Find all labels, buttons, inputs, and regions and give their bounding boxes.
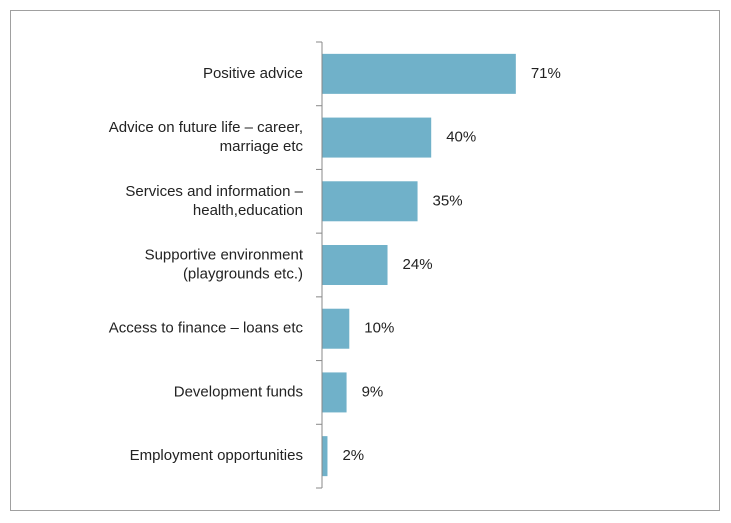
value-label: 2% <box>342 447 364 464</box>
value-label: 24% <box>403 256 433 273</box>
y-tick-label: Supportive environment <box>145 246 304 263</box>
y-tick-label: Employment opportunities <box>130 447 303 464</box>
bar <box>322 436 328 477</box>
bar <box>322 308 350 349</box>
value-label: 10% <box>364 320 394 337</box>
y-tick-label: marriage etc <box>220 138 304 155</box>
value-label: 35% <box>433 192 463 209</box>
bar <box>322 53 516 94</box>
value-label: 9% <box>362 383 384 400</box>
value-label: 40% <box>446 129 476 146</box>
y-tick-label: (playgrounds etc.) <box>183 265 303 282</box>
y-tick-label: Advice on future life – career, <box>109 119 303 136</box>
y-tick-label: Development funds <box>174 383 303 400</box>
bar <box>322 117 432 158</box>
bar <box>322 181 418 222</box>
bar <box>322 372 347 413</box>
y-tick-label: Access to finance – loans etc <box>109 320 304 337</box>
value-label: 71% <box>531 65 561 82</box>
y-tick-label: health,education <box>193 202 303 219</box>
bar <box>322 245 388 285</box>
y-tick-label: Services and information – <box>125 183 303 200</box>
y-tick-label: Positive advice <box>203 65 303 82</box>
